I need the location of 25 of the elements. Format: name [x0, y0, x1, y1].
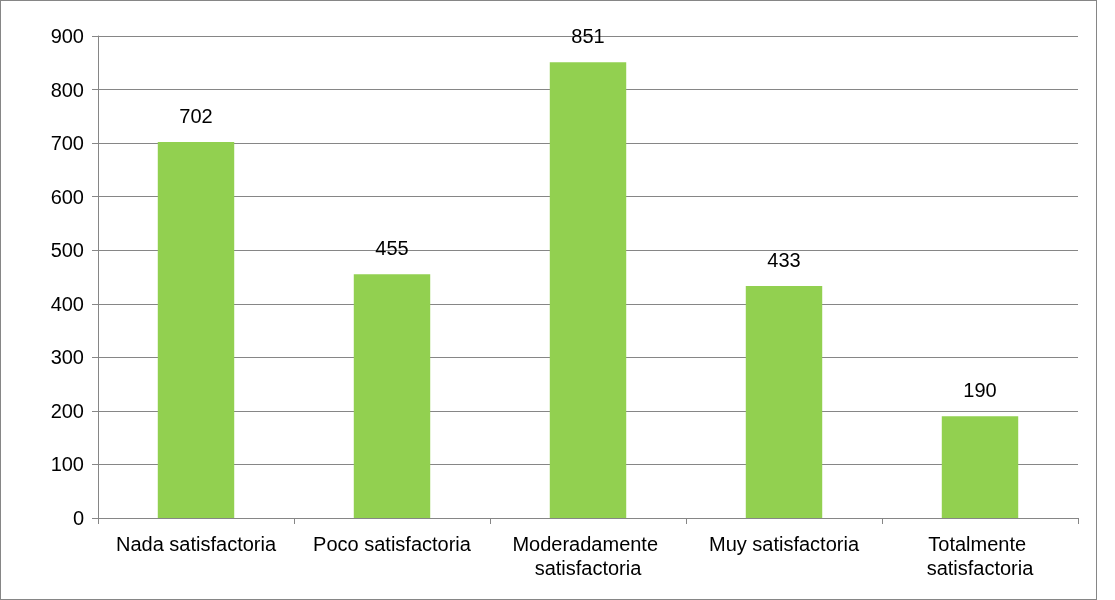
y-tick-label: 0: [72, 507, 84, 529]
bar: [353, 274, 431, 518]
bar: [745, 286, 823, 518]
y-tick-label: 400: [50, 292, 84, 315]
data-label: 190: [963, 379, 997, 402]
y-tick-label: 800: [50, 78, 84, 101]
data-label: 702: [179, 105, 213, 128]
y-tick-label: 700: [50, 132, 84, 155]
bar: [549, 62, 627, 518]
y-tick-label: 600: [50, 185, 84, 208]
bar: [941, 416, 1019, 518]
x-tick-label: Totalmente satisfactoria: [926, 533, 1035, 579]
data-label: 455: [375, 237, 409, 260]
x-tick-label: Nada satisfactoria: [115, 533, 277, 555]
data-label: 851: [571, 25, 605, 48]
x-tick-label: Moderadamente satisfactoria: [512, 533, 664, 579]
y-tick-label: 900: [50, 25, 84, 47]
y-tick-label: 500: [50, 239, 84, 262]
bar: [157, 142, 235, 518]
x-tick-label: Poco satisfactoria: [313, 533, 472, 555]
y-tick-label: 100: [50, 453, 84, 476]
data-label: 433: [767, 249, 801, 272]
y-tick-label: 200: [50, 399, 84, 422]
y-tick-label: 300: [50, 346, 84, 369]
x-tick-label: Muy satisfactoria: [708, 533, 860, 555]
